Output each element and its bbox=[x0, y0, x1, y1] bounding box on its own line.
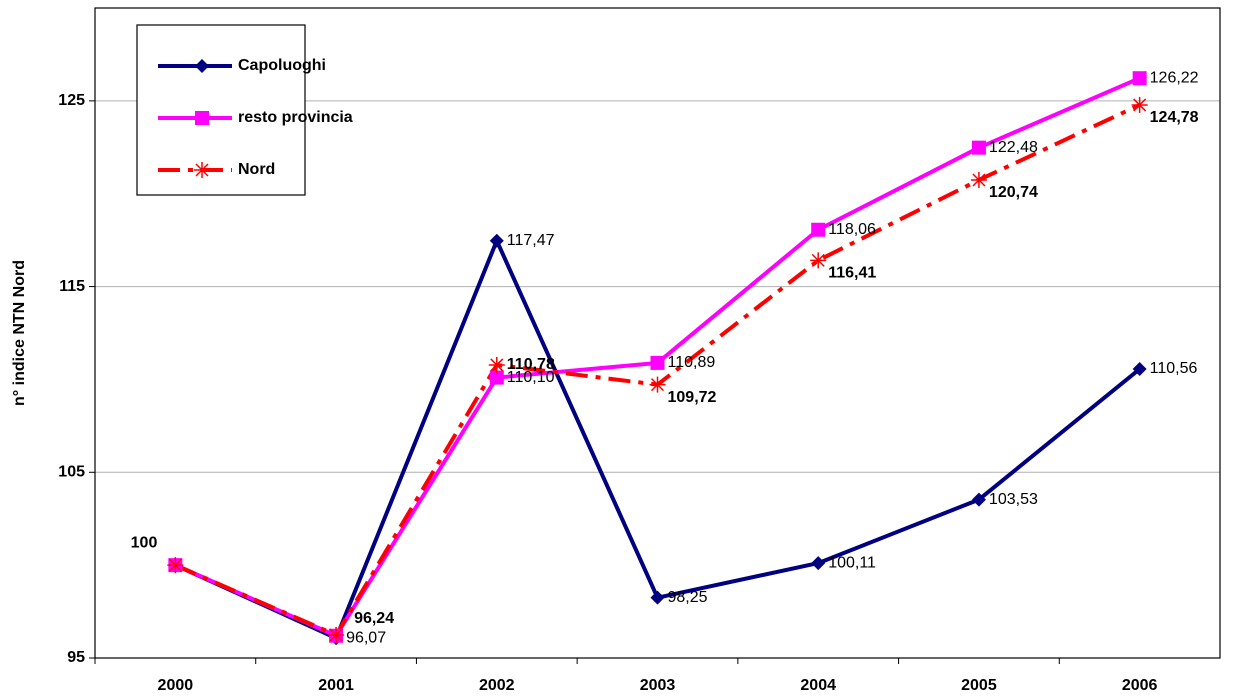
marker-stroke bbox=[650, 378, 665, 392]
legend-marker bbox=[195, 59, 209, 73]
marker-stroke bbox=[195, 163, 209, 177]
y-axis-label: n° indice NTN Nord bbox=[11, 260, 28, 406]
data-point bbox=[1132, 362, 1147, 377]
data-label: 120,74 bbox=[989, 184, 1038, 201]
data-label: 116,41 bbox=[828, 265, 876, 282]
legend-label: resto provincia bbox=[238, 109, 353, 126]
legend-label: Nord bbox=[238, 161, 275, 178]
data-label: 118,06 bbox=[828, 221, 876, 238]
data-point bbox=[970, 171, 987, 188]
data-label: 110,78 bbox=[507, 356, 555, 373]
data-label: 110,56 bbox=[1150, 360, 1198, 377]
marker-stroke bbox=[1133, 98, 1147, 112]
data-label: 96,07 bbox=[346, 629, 386, 646]
marker-stroke bbox=[329, 628, 343, 642]
data-point bbox=[650, 590, 665, 605]
data-point bbox=[328, 626, 345, 643]
data-point bbox=[971, 492, 986, 507]
data-point bbox=[811, 222, 826, 237]
data-label: 126,22 bbox=[1150, 69, 1199, 86]
data-point bbox=[1131, 96, 1148, 113]
data-label: 109,72 bbox=[668, 389, 717, 406]
data-point bbox=[1132, 71, 1147, 86]
data-label: 122,48 bbox=[989, 139, 1038, 156]
data-point bbox=[650, 355, 665, 370]
x-tick-label: 2002 bbox=[479, 677, 515, 694]
legend-label: Capoluoghi bbox=[238, 57, 326, 74]
y-tick-label: 115 bbox=[59, 278, 85, 295]
data-point bbox=[649, 376, 666, 393]
data-point bbox=[489, 233, 504, 248]
marker-stroke bbox=[972, 173, 986, 187]
data-label: 103,53 bbox=[989, 491, 1038, 508]
data-label: 110,10 bbox=[507, 369, 555, 386]
y-tick-label: 105 bbox=[58, 464, 85, 481]
y-tick-label: 125 bbox=[58, 92, 85, 109]
y-tick-label: 95 bbox=[67, 649, 85, 666]
x-tick-label: 2000 bbox=[158, 677, 194, 694]
data-point bbox=[810, 252, 827, 269]
data-point bbox=[167, 557, 184, 574]
legend-marker bbox=[195, 111, 209, 125]
data-label: 124,78 bbox=[1150, 109, 1199, 126]
legend-marker bbox=[194, 162, 210, 178]
data-point bbox=[488, 356, 505, 373]
x-tick-label: 2005 bbox=[961, 677, 997, 694]
data-label: 98,25 bbox=[668, 589, 708, 606]
x-tick-label: 2001 bbox=[318, 677, 354, 694]
data-label: 117,47 bbox=[507, 232, 555, 249]
x-tick-label: 2004 bbox=[800, 677, 836, 694]
plot-border bbox=[94, 7, 1221, 659]
data-point bbox=[489, 370, 504, 385]
data-label: 96,24 bbox=[354, 610, 394, 627]
x-tick-label: 2006 bbox=[1122, 677, 1158, 694]
data-label: 110,89 bbox=[668, 354, 716, 371]
data-point bbox=[811, 556, 826, 571]
x-tick-label: 2003 bbox=[640, 677, 676, 694]
marker-stroke bbox=[811, 253, 825, 267]
data-point bbox=[971, 140, 986, 155]
data-label: 100 bbox=[131, 534, 158, 551]
data-label: 100,11 bbox=[828, 554, 876, 571]
marker-stroke bbox=[168, 558, 182, 572]
legend-box bbox=[136, 24, 306, 196]
marker-stroke bbox=[490, 358, 504, 372]
